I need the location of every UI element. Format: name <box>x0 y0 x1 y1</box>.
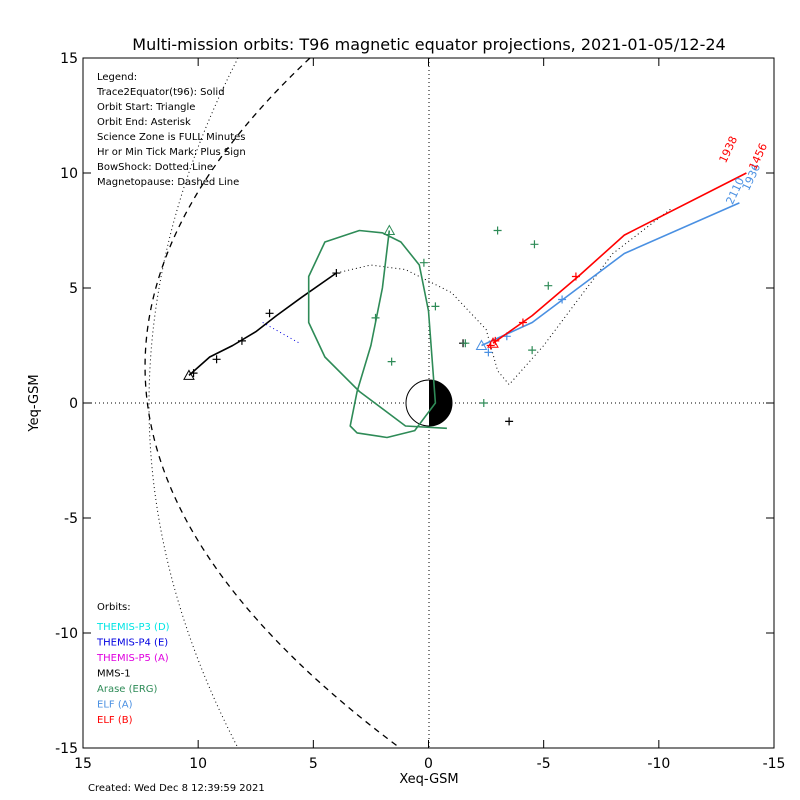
magnetopause-line <box>144 57 401 749</box>
orbit-tick-mark <box>571 272 580 281</box>
x-tick-label: 15 <box>74 756 92 772</box>
y-tick-label: 5 <box>69 281 78 297</box>
orbit-tick-mark <box>528 346 537 355</box>
y-tick-label: -5 <box>64 511 78 527</box>
orbit-tick-mark <box>484 348 493 357</box>
orbits-legend-item: THEMIS-P3 (D) <box>96 622 170 633</box>
y-tick-label: -10 <box>55 626 78 642</box>
orbit-tick-mark <box>518 318 527 327</box>
orbits-legend-item: THEMIS-P5 (A) <box>96 653 169 664</box>
x-axis-title: Xeq-GSM <box>399 772 458 787</box>
x-tick-label: -10 <box>647 756 670 772</box>
orbit-end-label: 1456 <box>747 141 771 172</box>
legend-line: Orbit Start: Triangle <box>97 102 195 113</box>
legend-line: BowShock: Dotted Line <box>97 162 213 173</box>
orbit-line-2 <box>262 322 300 344</box>
orbits-legend-item: THEMIS-P4 (E) <box>96 638 168 649</box>
legend-line: Hr or Min Tick Mark: Plus Sign <box>97 147 246 158</box>
orbit-tick-mark <box>530 240 539 249</box>
legend-line: Orbit End: Asterisk <box>97 117 191 128</box>
orbit-traces <box>183 172 747 439</box>
orbit-start-triangle <box>383 224 396 235</box>
chart-title: Multi-mission orbits: T96 magnetic equat… <box>132 35 725 54</box>
orbit-tick-mark <box>332 269 341 278</box>
y-tick-label: -15 <box>55 741 78 757</box>
y-tick-label: 10 <box>60 166 78 182</box>
y-tick-label: 0 <box>69 396 78 412</box>
orbits-legend-item: Arase (ERG) <box>97 684 158 695</box>
orbit-line-4 <box>481 202 740 347</box>
orbit-start-triangle <box>475 339 488 350</box>
orbit-tick-mark <box>189 369 198 378</box>
orbit-tick-mark <box>237 336 246 345</box>
orbits-legend-item: MMS-1 <box>97 669 131 680</box>
orbits-legend-item: ELF (B) <box>97 715 133 726</box>
created-timestamp: Created: Wed Dec 8 12:39:59 2021 <box>88 783 265 794</box>
orbits-legend: Orbits: THEMIS-P3 (D) THEMIS-P4 (E) THEMIS-… <box>96 602 170 726</box>
orbit-tick-mark <box>479 399 488 407</box>
orbit-tick-mark <box>371 313 380 322</box>
legend-line: Legend: <box>97 72 137 83</box>
orbit-line-5 <box>492 172 747 344</box>
orbit-tick-mark <box>419 258 428 267</box>
orbit-tick-mark <box>558 295 567 304</box>
orbits-legend-item: ELF (A) <box>97 700 133 711</box>
x-tick-label: 5 <box>309 756 318 772</box>
orbit-tick-mark <box>505 417 514 426</box>
orbit-tick-mark <box>265 309 274 318</box>
bow-shock-line <box>148 57 239 749</box>
orbit-tick-mark <box>544 281 553 290</box>
legend-line: Magnetopause: Dashed Line <box>97 177 239 188</box>
orbit-tick-mark <box>387 357 396 366</box>
x-tick-label: 10 <box>189 756 207 772</box>
orbit-start-triangle <box>183 369 195 380</box>
orbit-line-0 <box>188 272 337 376</box>
legend: Legend: Trace2Equator(t96): Solid Orbit St… <box>96 72 246 188</box>
x-axis: 15 10 5 0 -5 -10 -15 <box>74 58 785 772</box>
orbits-heading: Orbits: <box>97 602 131 613</box>
earth-night-side <box>429 380 452 426</box>
orbit-tick-mark <box>491 336 500 345</box>
orbit-end-label: 1938 <box>717 134 741 165</box>
y-tick-label: 15 <box>60 51 78 67</box>
orbit-tick-mark <box>461 339 470 348</box>
y-axis-title: Yeq-GSM <box>27 374 42 432</box>
x-tick-label: -5 <box>537 756 551 772</box>
orbit-line-3 <box>307 229 447 439</box>
orbit-tick-mark <box>493 226 502 235</box>
legend-line: Science Zone is FULL Minutes <box>97 132 246 143</box>
legend-line: Trace2Equator(t96): Solid <box>96 87 225 98</box>
y-axis: -15 -10 -5 0 5 10 15 <box>55 51 774 757</box>
x-tick-label: 0 <box>424 756 433 772</box>
orbit-tick-mark <box>212 355 221 364</box>
orbit-tick-mark <box>431 302 440 311</box>
orbit-tick-mark <box>486 341 495 350</box>
x-tick-label: -15 <box>763 756 786 772</box>
